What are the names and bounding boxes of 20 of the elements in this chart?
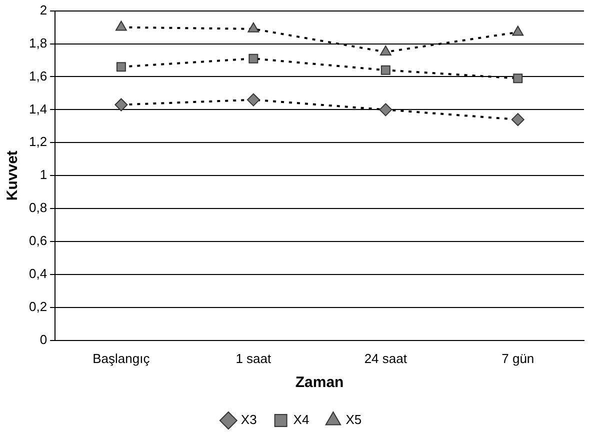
y-tick-label: 0,6 (28, 233, 48, 248)
y-tick-label: 1,6 (28, 68, 48, 84)
y-tick-label: 1,2 (28, 134, 48, 150)
legend-label: X5 (346, 412, 362, 428)
y-tick-label: 0 (40, 332, 48, 347)
x-tick-label: 24 saat (364, 350, 408, 366)
x-tick-label: Başlangıç (92, 350, 150, 366)
y-tick-label: 1,8 (28, 35, 48, 50)
legend-label: X4 (293, 412, 310, 428)
y-tick-label: 0,2 (28, 299, 48, 314)
legend-label: X3 (240, 412, 257, 428)
y-tick-label: 0,8 (28, 200, 48, 216)
x-tick-label: 7 gün (502, 350, 534, 366)
y-tick-label: 1 (40, 167, 48, 182)
y-tick-label: 2 (40, 2, 48, 18)
x-tick-label: 1 saat (236, 350, 272, 366)
y-tick-label: 1,4 (28, 101, 48, 116)
y-tick-label: 0,4 (28, 266, 48, 282)
y-axis-title: Kuvvet (4, 150, 22, 201)
x-axis-title: Zaman (295, 374, 344, 392)
